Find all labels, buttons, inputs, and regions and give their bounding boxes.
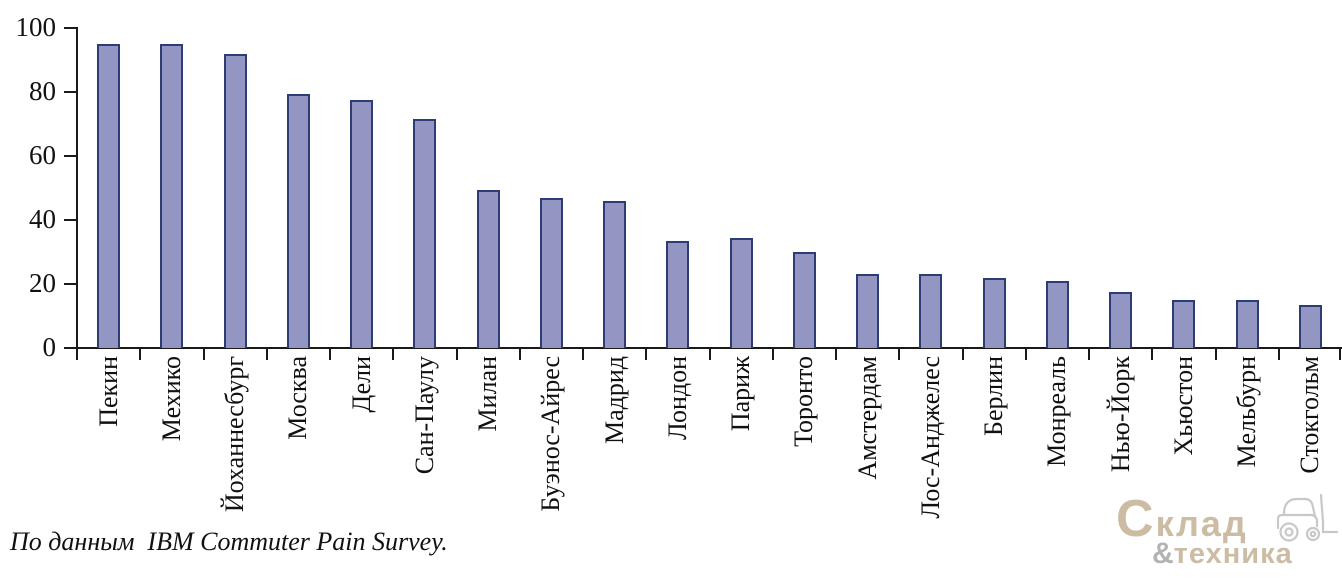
bar [540, 198, 563, 348]
x-axis-tick [1151, 349, 1154, 360]
x-axis-tick [455, 349, 458, 360]
x-axis-label: Милан [473, 356, 502, 432]
bar [1172, 300, 1195, 348]
y-axis-line [76, 27, 78, 349]
x-axis-tick [1339, 349, 1341, 360]
x-axis-tick [1214, 349, 1217, 360]
bar [856, 274, 879, 348]
x-axis-tick [771, 349, 774, 360]
y-axis-tick [64, 27, 76, 29]
bar [730, 238, 753, 348]
x-axis-label: Сан-Паулу [410, 356, 439, 475]
bar [413, 119, 436, 348]
x-axis-label: Мадрид [600, 356, 629, 445]
x-axis-label: Йоханнесбург [220, 356, 249, 513]
x-axis-label: Хьюстон [1169, 356, 1198, 456]
bar [1046, 281, 1069, 348]
x-axis-tick [392, 349, 395, 360]
x-axis-label: Париж [726, 356, 755, 432]
y-axis-tick [64, 91, 76, 93]
x-axis-tick [961, 349, 964, 360]
x-axis-label: Дели [347, 356, 376, 413]
y-axis-label: 100 [15, 12, 57, 42]
sklad-tekhnika-logo: Склад &техника [1112, 490, 1342, 579]
y-axis-label: 40 [29, 204, 56, 234]
y-axis-tick [64, 155, 76, 157]
y-axis-label: 80 [29, 76, 56, 106]
bar [1236, 300, 1259, 348]
x-axis-tick [76, 349, 78, 360]
logo-ampersand: & [1152, 537, 1174, 570]
x-axis-label: Буэнос-Айрес [536, 356, 565, 512]
x-axis-tick [1024, 349, 1027, 360]
bar [603, 201, 626, 348]
y-axis-tick [64, 347, 76, 349]
source-note: По данным IBM Commuter Pain Survey. [10, 527, 448, 556]
bar [919, 274, 942, 348]
y-axis-tick [64, 219, 76, 221]
logo-word-sklad: Склад [1116, 490, 1248, 548]
bar [477, 190, 500, 348]
x-axis-label: Лондон [663, 356, 692, 441]
y-axis-label: 60 [29, 140, 56, 170]
x-axis-label: Лос-Анджелес [916, 356, 945, 519]
x-axis-tick [1277, 349, 1280, 360]
bar [983, 278, 1006, 348]
bar [224, 54, 247, 348]
x-axis-label: Амстердам [853, 356, 882, 480]
y-axis-label: 0 [42, 332, 57, 362]
x-axis-tick [265, 349, 268, 360]
x-axis-tick [202, 349, 205, 360]
x-axis-label: Пекин [94, 356, 123, 427]
x-axis-label: Торонто [789, 356, 818, 447]
bar [287, 94, 310, 348]
x-axis-label: Москва [283, 356, 312, 440]
x-axis-tick [835, 349, 837, 360]
x-axis-tick [518, 349, 521, 360]
x-axis-label: Монреаль [1042, 356, 1071, 467]
x-axis-tick [1088, 349, 1090, 360]
bar [793, 252, 816, 348]
forklift-icon [1276, 493, 1338, 542]
x-axis-label: Мехико [157, 356, 186, 442]
x-axis-tick [708, 349, 711, 360]
bar [1109, 292, 1132, 348]
x-axis-tick [582, 349, 584, 360]
logo-line2: &техника [1152, 538, 1293, 572]
x-axis-label: Нью-Йорк [1106, 356, 1135, 473]
bar [160, 44, 183, 348]
logo-word-tekhnika: техника [1173, 538, 1293, 570]
x-axis-label: Мельбурн [1232, 356, 1261, 468]
x-axis-line [76, 347, 1342, 349]
x-axis-label: Берлин [979, 356, 1008, 436]
bar [350, 100, 373, 348]
y-axis-label: 20 [29, 268, 56, 298]
x-axis-tick [329, 349, 331, 360]
bar [666, 241, 689, 348]
y-axis-tick [64, 283, 76, 285]
x-axis-tick [645, 349, 648, 360]
x-axis-tick [139, 349, 142, 360]
bar [97, 44, 120, 348]
bar [1299, 305, 1322, 348]
x-axis-tick [898, 349, 901, 360]
x-axis-label: Стокгольм [1295, 356, 1324, 474]
